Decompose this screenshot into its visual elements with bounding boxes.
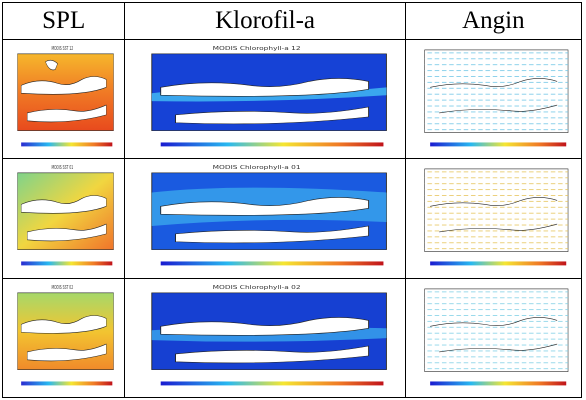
sst-map-row2: MODIS SST 01 — [9, 163, 118, 271]
col-header-klorofil: Klorofil-a — [124, 1, 406, 41]
wind-map-row2 — [412, 163, 575, 271]
cell-spl-row3: MODIS SST 02 — [1, 277, 126, 399]
cell-klorofil-row1: MODIS Chlorophyll-a 12 — [124, 39, 406, 160]
col-header-angin: Angin — [404, 1, 583, 41]
chl-map-row1: MODIS Chlorophyll-a 12 — [131, 44, 398, 152]
cell-spl-row2: MODIS SST 01 — [1, 158, 126, 279]
chl-title-row3: MODIS Chlorophyll-a 02 — [213, 285, 301, 290]
chl-map-row2: MODIS Chlorophyll-a 01 — [131, 163, 398, 271]
chl-title-row2: MODIS Chlorophyll-a 01 — [213, 165, 301, 170]
sst-title-row2: MODIS SST 01 — [52, 164, 74, 170]
cell-klorofil-row2: MODIS Chlorophyll-a 01 — [124, 158, 406, 279]
col-header-spl: SPL — [1, 1, 126, 41]
wind-map-row3 — [412, 283, 575, 391]
sst-map-row3: MODIS SST 02 — [9, 283, 118, 391]
cell-angin-row3 — [404, 277, 583, 399]
cell-spl-row1: MODIS SST 12 — [1, 39, 126, 160]
chl-title-row1: MODIS Chlorophyll-a 12 — [213, 46, 301, 51]
sst-title-row1: MODIS SST 12 — [52, 45, 74, 51]
cell-klorofil-row3: MODIS Chlorophyll-a 02 — [124, 277, 406, 399]
sst-map-row1: MODIS SST 12 — [9, 44, 118, 152]
sst-title-row3: MODIS SST 02 — [52, 284, 74, 290]
cell-angin-row2 — [404, 158, 583, 279]
chl-map-row3: MODIS Chlorophyll-a 02 — [131, 283, 398, 391]
cell-angin-row1 — [404, 39, 583, 160]
wind-map-row1 — [412, 44, 575, 152]
